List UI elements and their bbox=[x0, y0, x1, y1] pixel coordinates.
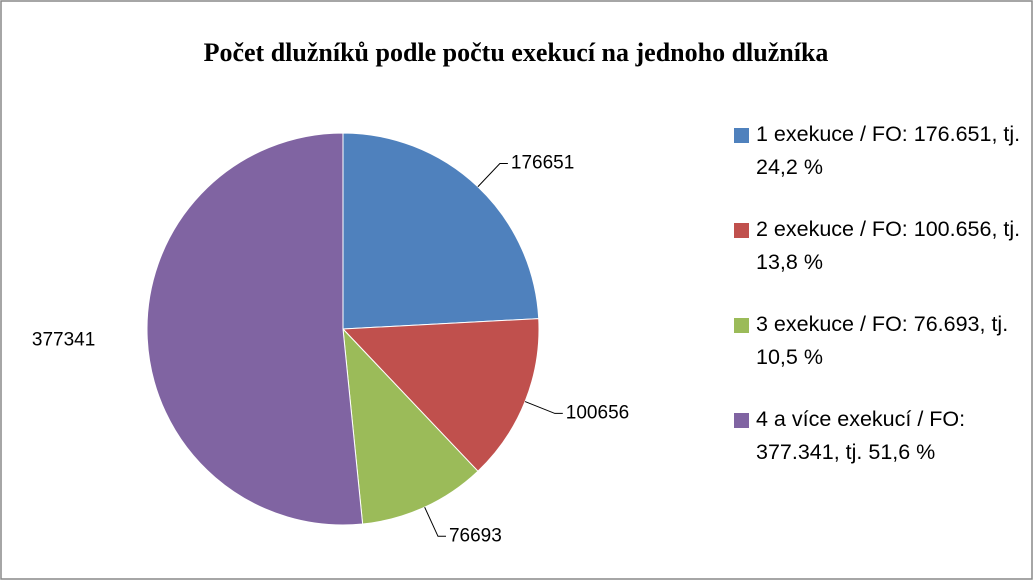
legend-swatch bbox=[734, 223, 749, 238]
pie-slice bbox=[146, 132, 364, 526]
legend-item: 4 a více exekucí / FO: 377.341, tj. 51,6… bbox=[734, 403, 1032, 469]
legend-swatch bbox=[734, 318, 749, 333]
legend-label: 4 a více exekucí / FO: 377.341, tj. 51,6… bbox=[756, 407, 966, 464]
leader-line bbox=[524, 401, 563, 414]
legend-label: 3 exekuce / FO: 76.693, tj. 10,5 % bbox=[756, 312, 1009, 369]
data-label: 76693 bbox=[449, 525, 502, 546]
leader-line bbox=[424, 506, 446, 537]
legend-item: 1 exekuce / FO: 176.651, tj. 24,2 % bbox=[734, 118, 1032, 184]
legend-label: 2 exekuce / FO: 100.656, tj. 13,8 % bbox=[756, 217, 1021, 274]
legend-item: 2 exekuce / FO: 100.656, tj. 13,8 % bbox=[734, 213, 1032, 279]
legend-swatch bbox=[734, 413, 749, 428]
legend-item: 3 exekuce / FO: 76.693, tj. 10,5 % bbox=[734, 308, 1032, 374]
chart-title: Počet dlužníků podle počtu exekucí na je… bbox=[204, 38, 829, 67]
legend: 1 exekuce / FO: 176.651, tj. 24,2 % 2 exe… bbox=[734, 118, 1032, 498]
data-label: 377341 bbox=[32, 329, 95, 350]
legend-swatch bbox=[734, 128, 749, 143]
data-label: 176651 bbox=[511, 153, 574, 174]
pie-slice bbox=[341, 318, 540, 472]
data-label: 100656 bbox=[566, 402, 629, 423]
legend-label: 1 exekuce / FO: 176.651, tj. 24,2 % bbox=[756, 122, 1021, 179]
pie-slice bbox=[342, 132, 540, 330]
leader-line bbox=[477, 163, 508, 188]
